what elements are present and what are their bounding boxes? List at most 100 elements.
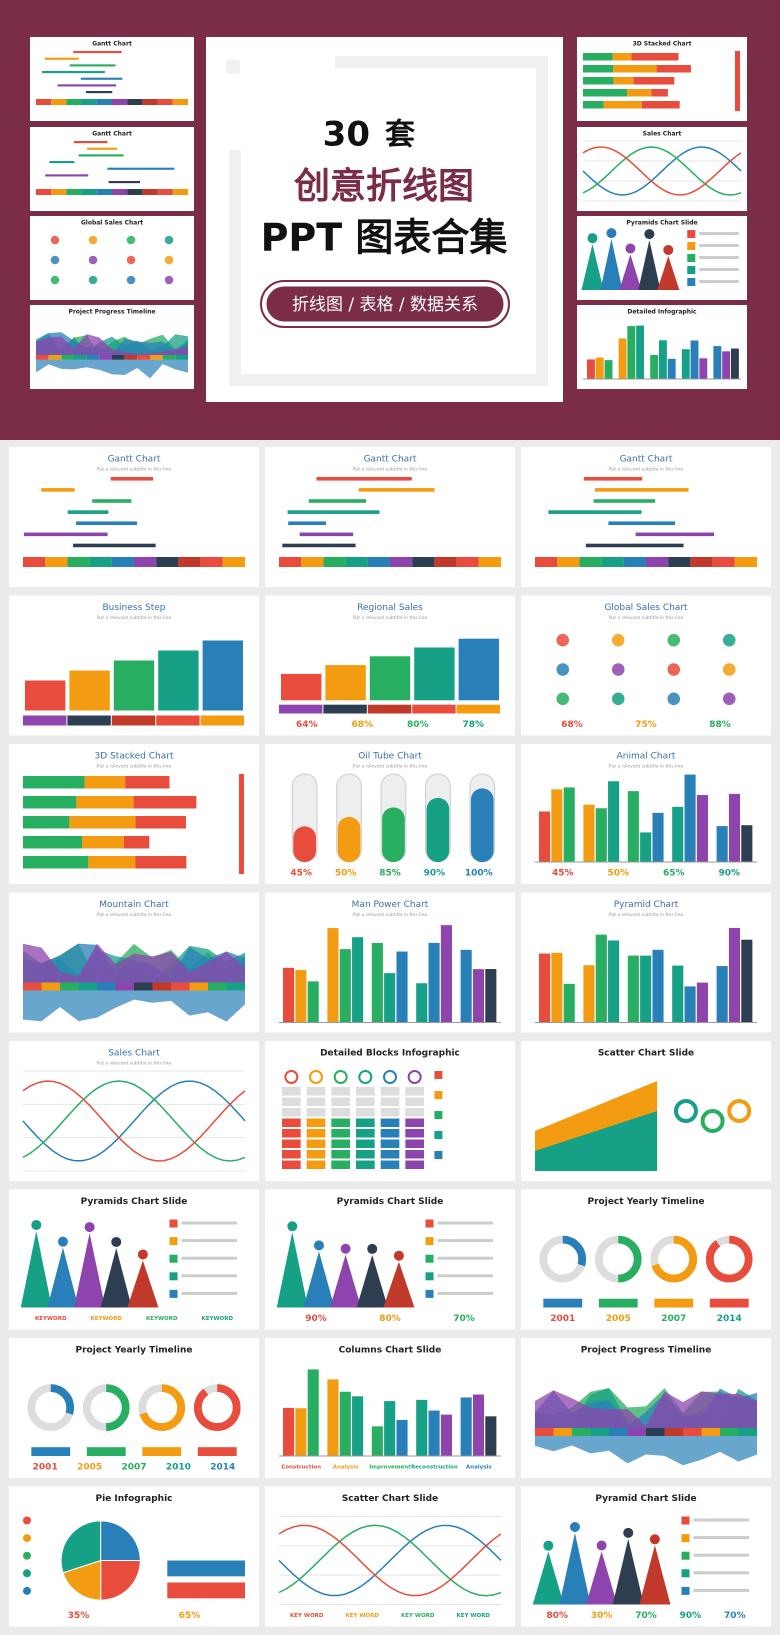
- stack-seg: [627, 89, 652, 97]
- slide-label: 2001: [550, 1314, 575, 1324]
- timeline-seg: [572, 1428, 591, 1436]
- text-line: [181, 1291, 238, 1295]
- timeline-seg: [646, 1428, 665, 1436]
- step-block: [281, 673, 322, 701]
- step-band: [156, 715, 200, 726]
- slide-title: Gantt Chart: [92, 41, 132, 48]
- timeline-seg: [137, 355, 150, 360]
- gantt-band: [323, 557, 346, 567]
- block: [380, 1118, 400, 1127]
- icon: [169, 1272, 178, 1281]
- column: [627, 955, 639, 1023]
- column: [551, 789, 563, 862]
- text-line: [437, 1291, 494, 1295]
- text-line: [181, 1274, 238, 1278]
- icon: [23, 1586, 31, 1595]
- slide-title: Regional Sales: [357, 603, 423, 613]
- slide: [265, 1486, 515, 1627]
- column: [283, 967, 295, 1023]
- bubble: [126, 275, 136, 285]
- stack-seg: [82, 836, 124, 849]
- tube-fill: [337, 816, 361, 862]
- stack-seg: [23, 836, 83, 849]
- column: [595, 808, 607, 862]
- unit: 套: [385, 118, 415, 153]
- slide-title: Mountain Chart: [99, 900, 169, 910]
- column: [608, 781, 620, 862]
- slide-title: Pyramids Chart Slide: [81, 1197, 188, 1207]
- pyramid: [20, 1230, 52, 1308]
- text-line: [693, 1571, 750, 1575]
- block: [380, 1087, 400, 1096]
- gantt-band: [646, 557, 669, 567]
- gantt-band: [345, 557, 368, 567]
- curve: [582, 146, 742, 196]
- pin: [700, 1109, 725, 1133]
- bubble: [722, 692, 736, 706]
- slide-subtitle: Put a relevant subtitle in this line: [609, 467, 684, 473]
- gantt-bar: [73, 51, 122, 54]
- slide-title: Gantt Chart: [108, 455, 161, 465]
- column: [696, 795, 708, 862]
- block: [306, 1118, 326, 1127]
- gantt-band: [51, 189, 67, 195]
- slide-label: Analysis: [333, 1465, 360, 1471]
- gantt-band: [81, 189, 97, 195]
- column: [583, 804, 595, 862]
- ring: [138, 1384, 186, 1431]
- mountain-low: [535, 1436, 757, 1466]
- slide-label: 50%: [335, 869, 357, 879]
- gantt-bar: [49, 161, 75, 164]
- stack-seg: [651, 89, 668, 97]
- column: [722, 351, 731, 379]
- slide-subtitle: Put a relevant subtitle in this line: [97, 1061, 172, 1067]
- step-band: [412, 704, 456, 714]
- slide-label: KEYWORD: [146, 1316, 178, 1322]
- column: [295, 1408, 307, 1456]
- icon: [425, 1219, 434, 1228]
- pie-slice: [60, 1520, 102, 1574]
- gantt-bar: [85, 91, 113, 94]
- slide-label: 35%: [68, 1611, 90, 1621]
- column: [690, 340, 699, 379]
- step-band: [111, 715, 156, 726]
- pyramid: [47, 1247, 79, 1308]
- block: [282, 1087, 301, 1096]
- step-band: [279, 704, 323, 714]
- slide-subtitle: Put a relevant subtitle in this line: [353, 467, 428, 473]
- gantt-bar: [107, 167, 175, 170]
- block: [282, 1160, 301, 1169]
- column: [658, 340, 667, 379]
- column: [371, 942, 383, 1023]
- column: [699, 358, 708, 379]
- pin: [543, 1540, 554, 1551]
- stack-seg: [583, 77, 614, 85]
- pin: [727, 1099, 752, 1123]
- block: [405, 1139, 424, 1148]
- gantt-bar: [308, 499, 366, 503]
- text-line: [437, 1256, 494, 1260]
- bubble: [164, 255, 174, 265]
- pin: [31, 1219, 42, 1230]
- text-line: [181, 1221, 238, 1225]
- bubble: [88, 235, 98, 245]
- icon: [687, 254, 696, 262]
- icon: [681, 1516, 690, 1525]
- slide-title: Project Yearly Timeline: [76, 1346, 193, 1356]
- column: [681, 349, 690, 379]
- column: [640, 832, 652, 862]
- timeline-seg: [78, 982, 97, 991]
- pin: [596, 1540, 607, 1551]
- timeline-seg: [152, 982, 171, 991]
- slide-label: KEYWORD: [35, 1316, 67, 1322]
- text-line: [699, 280, 739, 283]
- slide-subtitle: Put a relevant subtitle in this line: [97, 467, 172, 473]
- icon: [425, 1237, 434, 1246]
- gantt-bar: [69, 64, 116, 67]
- pyramid: [276, 1232, 308, 1308]
- column: [667, 358, 676, 379]
- gantt-band: [134, 557, 157, 567]
- mountain: [535, 1390, 757, 1428]
- slide-title: Pyramid Chart Slide: [595, 1494, 696, 1504]
- timeline-seg: [97, 982, 116, 991]
